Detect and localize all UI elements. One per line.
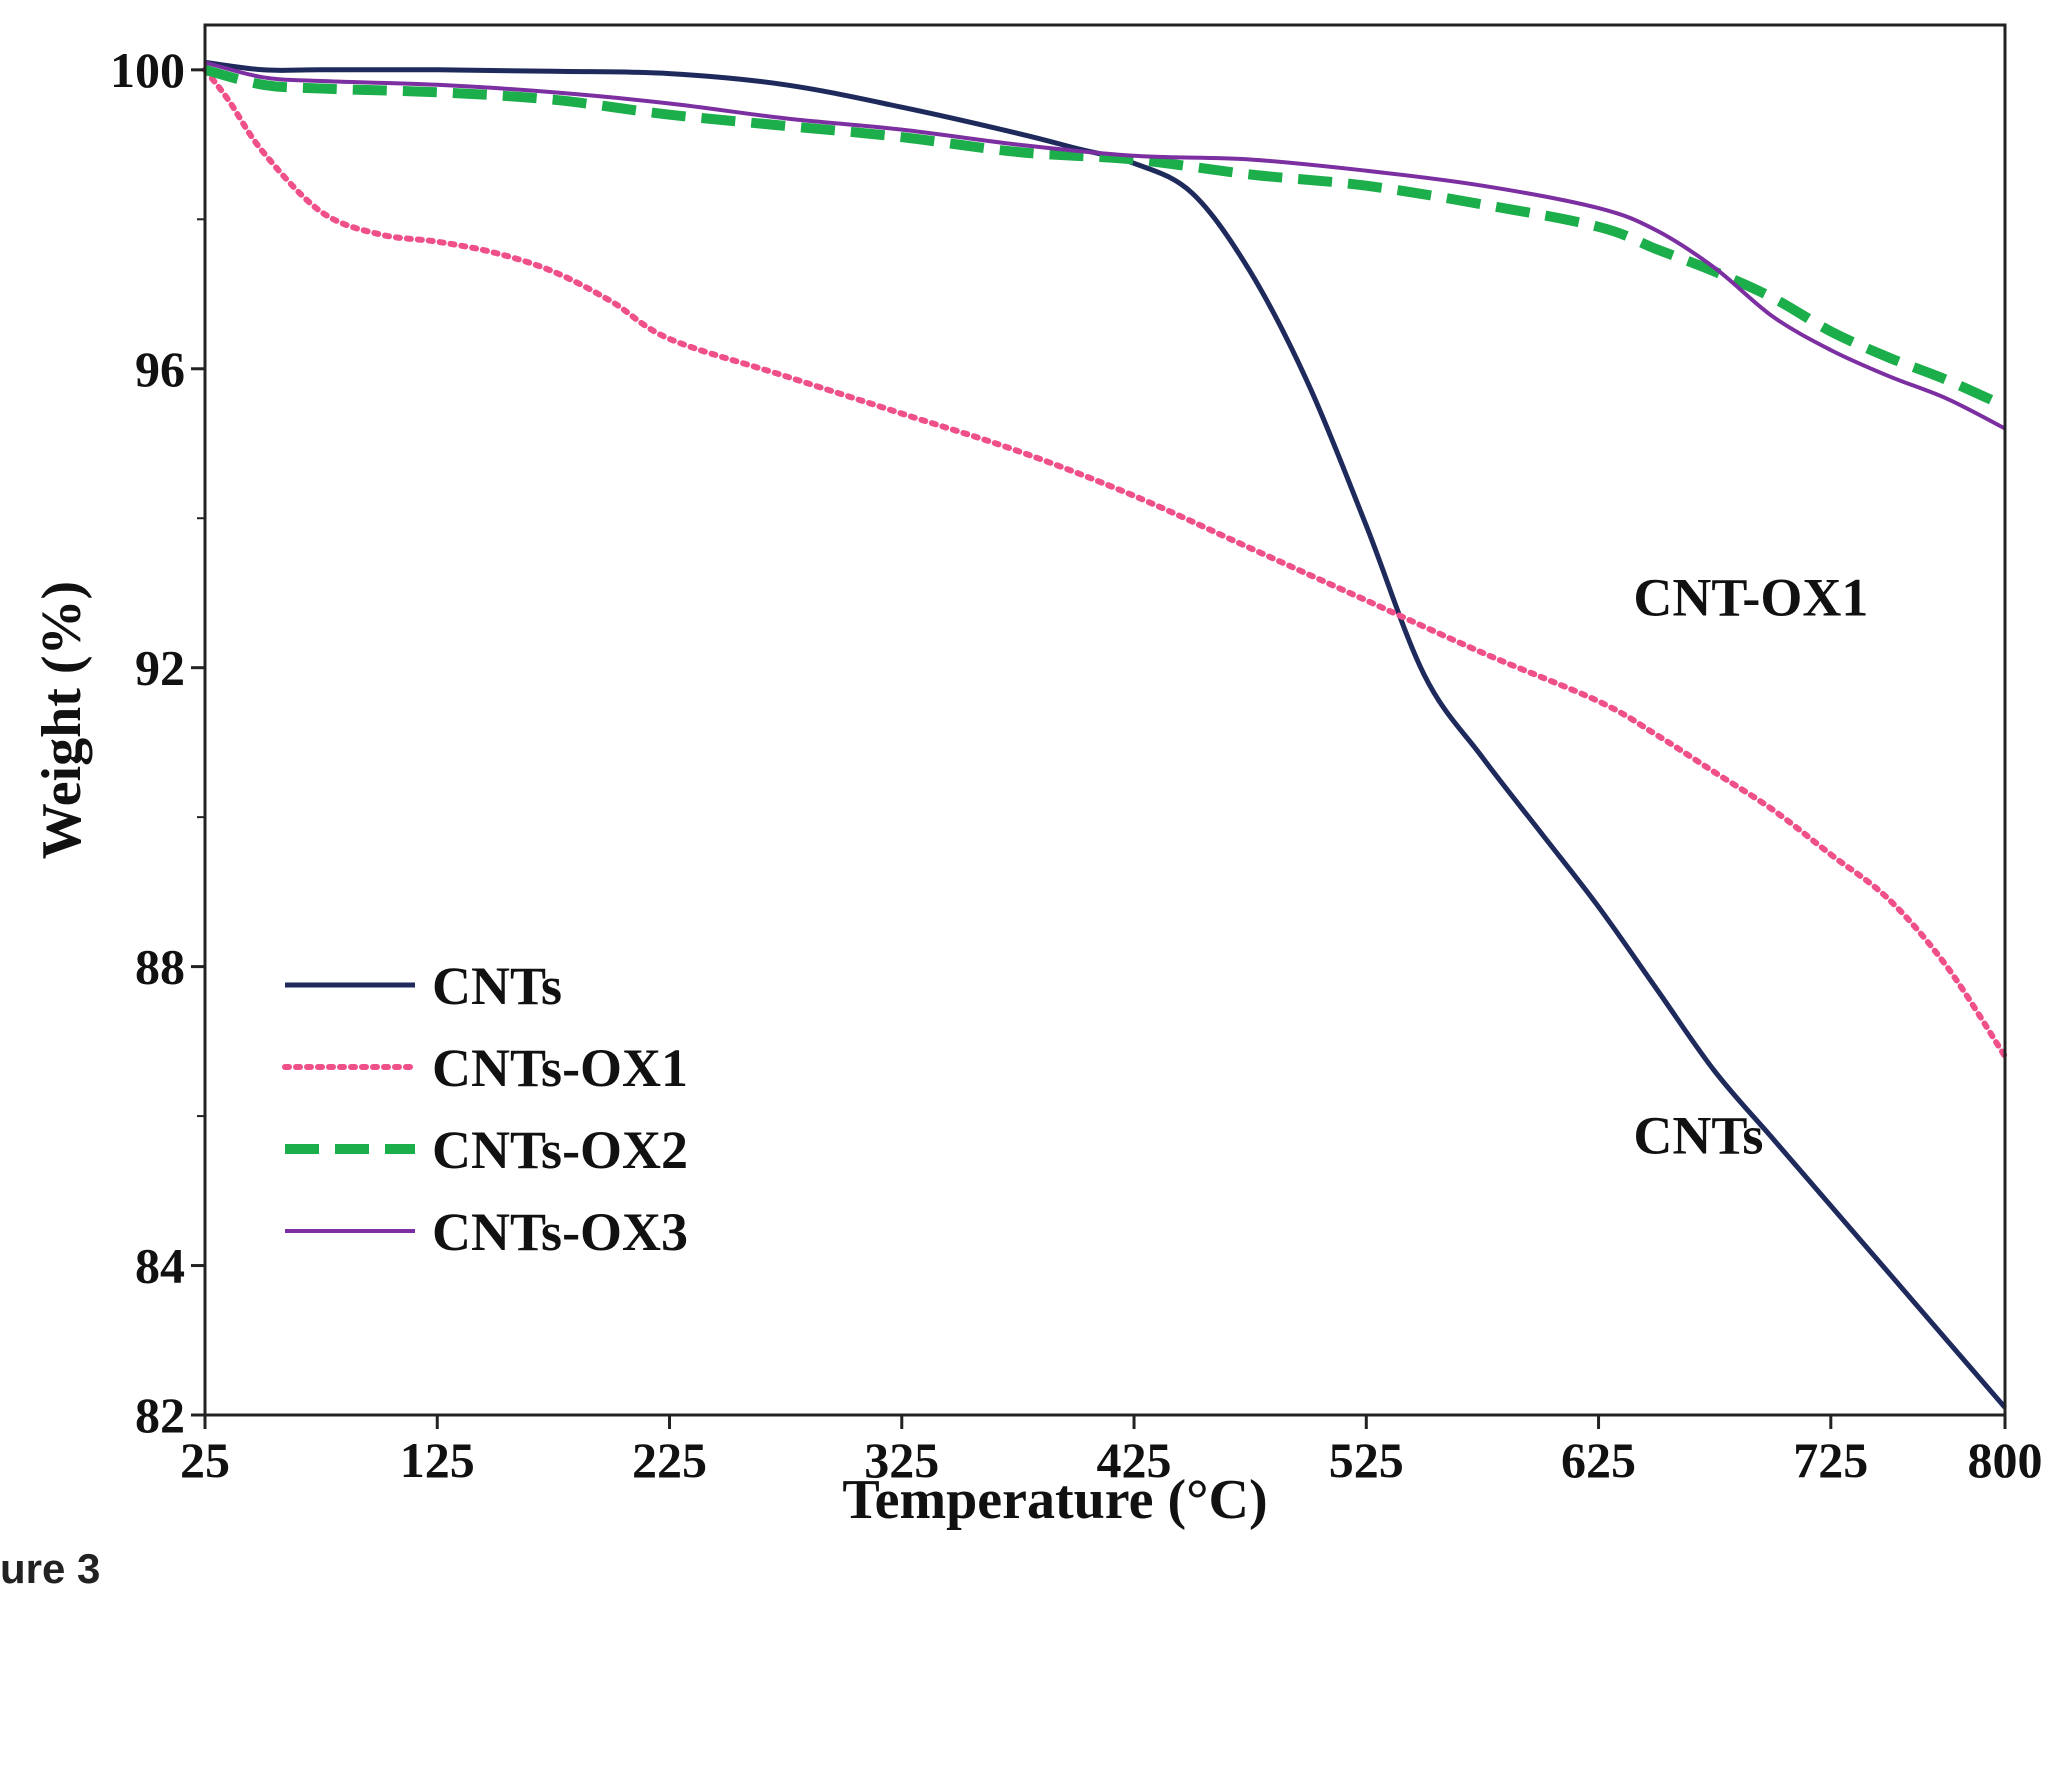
series-line-cnts-ox3 [204,60,2006,431]
annotation-label: CNT-OX1 [1633,567,1868,627]
y-axis-title: Weight (%) [31,581,93,859]
y-tick-label: 84 [135,1238,185,1294]
x-tick-label: 525 [1329,1432,1404,1488]
x-tick-label: 25 [180,1432,230,1488]
series-line-cnts-ox2 [203,64,2008,411]
x-tick-label: 425 [1097,1432,1172,1488]
y-tick-label: 100 [110,42,185,98]
y-tick-label: 82 [135,1387,185,1443]
series-line-cnts [204,59,2007,1410]
y-axis: 100 96 92 88 84 82 [110,42,205,1443]
legend-label: CNTs-OX3 [432,1202,688,1262]
x-tick-label: 225 [632,1432,707,1488]
x-tick-label: 725 [1793,1432,1868,1488]
x-tick-label: 125 [400,1432,475,1488]
x-axis-title: Temperature (°C) [842,1469,1267,1531]
series-layer [202,59,2008,1410]
y-tick-label: 88 [135,939,185,995]
legend: CNTs CNTs-OX1 CNTs-OX2 CNTs-OX3 [282,956,688,1262]
legend-label: CNTs-OX1 [432,1038,688,1098]
series-line-cnts-ox1 [202,66,2008,1060]
annotations: CNT-OX1 CNTs [1633,567,1868,1165]
x-tick-label: 625 [1561,1432,1636,1488]
annotation-label: CNTs [1633,1105,1763,1165]
legend-label: CNTs-OX2 [432,1120,688,1180]
figure-caption: ure 3 [0,1545,101,1592]
y-tick-label: 96 [135,341,185,397]
plot-frame [203,23,2007,1417]
x-axis: 25 125 225 325 425 525 625 725 800 [180,1415,2043,1488]
legend-label: CNTs [432,956,562,1016]
x-tick-label: 325 [864,1432,939,1488]
y-tick-label: 92 [135,640,185,696]
x-tick-label: 800 [1968,1432,2043,1488]
